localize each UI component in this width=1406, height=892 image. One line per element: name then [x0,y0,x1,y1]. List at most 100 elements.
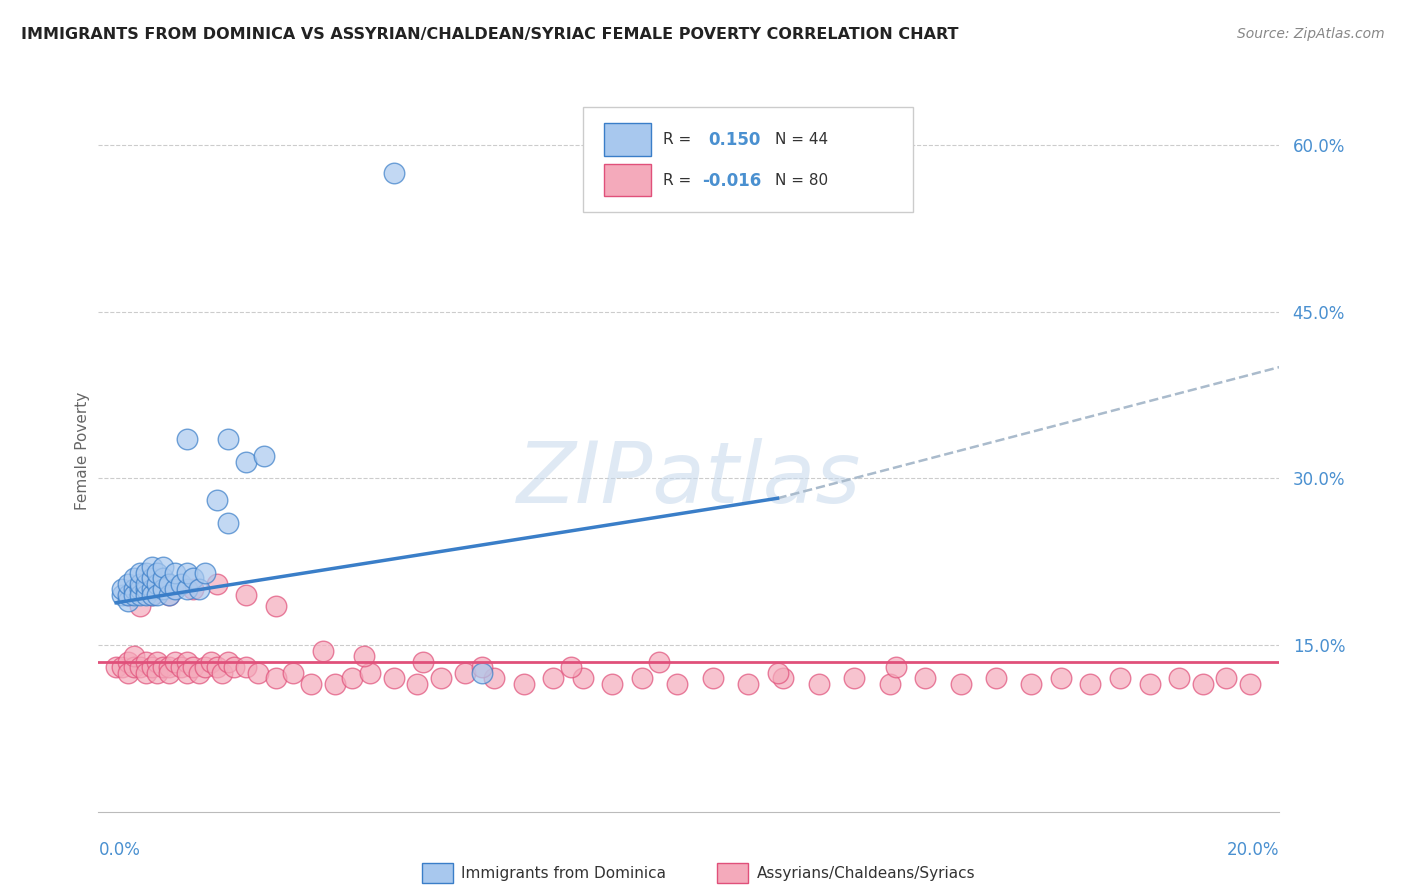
Point [181,660,204,674]
Point [117,593,139,607]
Point [146,577,169,591]
FancyBboxPatch shape [582,107,914,212]
Point [146,566,169,580]
Text: Source: ZipAtlas.com: Source: ZipAtlas.com [1237,27,1385,41]
Point [135,588,157,602]
Point [702,671,724,685]
Point [157,665,180,680]
Point [1191,677,1213,691]
Point [135,566,157,580]
Point [141,588,163,602]
Point [471,660,494,674]
Point [1050,671,1073,685]
Point [766,665,789,680]
Point [560,660,582,674]
Point [122,649,145,664]
Point [453,665,475,680]
Point [165,582,187,597]
Point [1109,671,1132,685]
Point [146,665,169,680]
Point [117,588,139,602]
Text: Assyrians/Chaldeans/Syriacs: Assyrians/Chaldeans/Syriacs [756,866,974,880]
Point [571,671,593,685]
Point [141,582,163,597]
Point [541,671,564,685]
Point [666,677,689,691]
Point [1168,671,1191,685]
Point [471,665,494,680]
Point [844,671,866,685]
Point [406,677,429,691]
Point [105,660,128,674]
Point [235,454,257,468]
Point [117,588,139,602]
Point [170,660,193,674]
Point [146,655,169,669]
Text: -0.016: -0.016 [702,172,761,190]
Point [146,588,169,602]
Text: ZIPatlas: ZIPatlas [517,438,860,521]
Point [224,660,246,674]
Point [382,165,405,179]
Point [152,571,174,585]
Point [914,671,936,685]
Point [200,655,222,669]
Text: Immigrants from Dominica: Immigrants from Dominica [461,866,666,880]
Text: 0.0%: 0.0% [98,840,141,859]
Point [949,677,972,691]
Text: 0.150: 0.150 [707,131,761,149]
Point [111,582,134,597]
Point [211,665,233,680]
Point [176,433,198,447]
Point [648,655,671,669]
Point [1139,677,1161,691]
Text: 20.0%: 20.0% [1227,840,1279,859]
Point [283,665,305,680]
Point [128,582,150,597]
Point [430,671,453,685]
Point [1080,677,1102,691]
Point [482,671,505,685]
Point [176,566,198,580]
Point [135,577,157,591]
Point [141,660,163,674]
Point [600,677,623,691]
Point [141,571,163,585]
Point [879,677,901,691]
Point [117,577,139,591]
Point [984,671,1007,685]
Point [353,649,375,664]
Point [157,577,180,591]
Point [253,449,276,463]
Point [299,677,322,691]
Point [181,571,204,585]
Point [128,577,150,591]
Point [152,582,174,597]
Point [1021,677,1043,691]
Point [152,560,174,574]
FancyBboxPatch shape [605,163,651,196]
Point [194,566,217,580]
Point [176,665,198,680]
Point [323,677,346,691]
Point [217,655,239,669]
Point [117,665,139,680]
Point [141,588,163,602]
Point [187,582,209,597]
Point [630,671,652,685]
Point [157,588,180,602]
Point [205,493,228,508]
Point [217,433,239,447]
Point [128,660,150,674]
Point [141,560,163,574]
Point [176,655,198,669]
Point [157,588,180,602]
Point [382,671,405,685]
Point [170,577,193,591]
Point [122,582,145,597]
Point [312,643,335,657]
Point [165,566,187,580]
Text: R =: R = [664,173,692,188]
Point [176,582,198,597]
Point [117,655,139,669]
